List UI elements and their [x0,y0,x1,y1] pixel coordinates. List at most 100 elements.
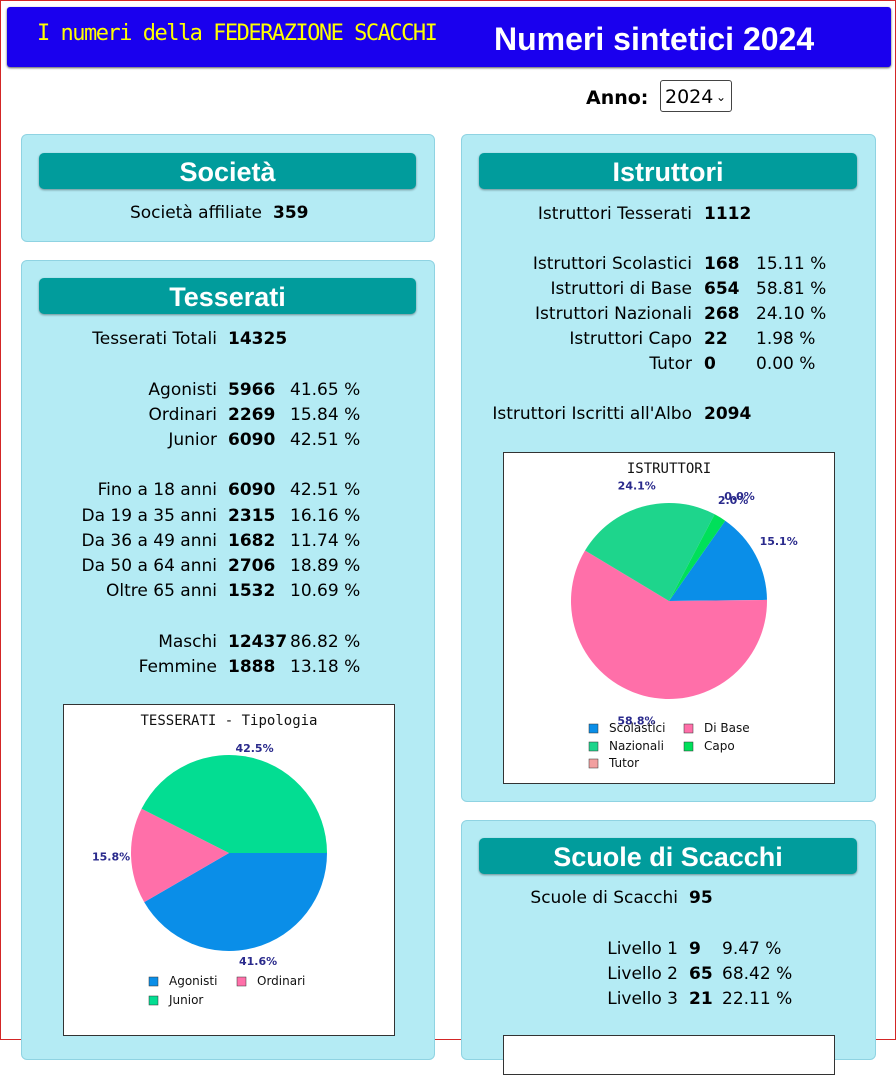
legend-label: Tutor [608,756,639,770]
stat-row: Tutor 0 0.00 % [462,353,876,375]
stat-row: Istruttori di Base 654 58.81 % [462,278,876,300]
stat-percent: 0.00 % [756,354,816,374]
stat-row: Istruttori Tesserati 1112 [462,203,876,225]
stat-label: Junior [168,430,217,450]
stat-row: Da 50 a 64 anni 2706 18.89 % [22,555,436,577]
stat-value: 5966 [228,380,276,400]
stat-label: Da 36 a 49 anni [81,531,218,551]
legend-swatch [236,976,247,987]
stat-row: Istruttori Capo 22 1.98 % [462,328,876,350]
panel-societa: Società Società affiliate 359 [21,134,435,242]
legend-label: Nazionali [609,739,664,753]
pie-slice-nazionali [585,503,715,601]
stat-label: Ordinari [148,405,218,425]
stat-row: Agonisti 5966 41.65 % [22,379,436,401]
legend-item: Junior [148,993,203,1007]
legend-swatch [588,723,599,734]
stat-value: 1888 [228,657,276,677]
legend-item: Nazionali [588,739,664,753]
stat-percent: 13.18 % [290,657,361,677]
chart-title: ISTRUTTORI [627,461,711,477]
stat-value: 65 [689,964,713,984]
pie-data-label: 42.5% [235,742,273,755]
stat-label: Istruttori Tesserati [537,204,692,224]
stat-percent: 9.47 % [722,939,782,959]
stat-percent: 24.10 % [756,304,827,324]
stat-percent: 42.51 % [290,430,361,450]
stat-row: Fino a 18 anni 6090 42.51 % [22,479,436,501]
stat-percent: 10.69 % [290,581,361,601]
stat-row: Istruttori Iscritti all'Albo 2094 [462,403,876,425]
legend-swatch [588,758,599,769]
stat-row: Da 36 a 49 anni 1682 11.74 % [22,530,436,552]
chevron-down-icon: ⌄ [715,90,726,104]
stat-value: 1682 [228,531,276,551]
stat-value: 14325 [228,329,288,349]
stat-row: Scuole di Scacchi 95 [462,887,876,909]
stat-percent: 86.82 % [290,632,361,652]
stat-percent: 1.98 % [756,329,816,349]
stat-row: Da 19 a 35 anni 2315 16.16 % [22,505,436,527]
stat-label: Istruttori Scolastici [532,254,692,274]
stat-percent: 41.65 % [290,380,361,400]
stat-row: Livello 3 21 22.11 % [462,988,876,1010]
legend-item: Ordinari [236,974,305,988]
stat-value: 12437 [228,632,288,652]
stat-label: Livello 2 [607,964,678,984]
stat-value: 21 [689,989,713,1009]
legend-item: Tutor [588,756,639,770]
stat-percent: 11.74 % [290,531,361,551]
legend-label: Di Base [704,721,750,735]
stat-label: Scuole di Scacchi [530,888,678,908]
legend-swatch [683,723,694,734]
stat-value: 6090 [228,480,276,500]
pie-chart-svg: ISTRUTTORI 15.1% 58.8% 24.1% 2.0%0.0% Scolast… [571,461,798,770]
pie-slice-ordinari [131,808,229,903]
stat-percent: 68.42 % [722,964,793,984]
legend-label: Scolastici [609,721,665,735]
panel-istruttori: Istruttori Istruttori Tesserati 1112 Istru… [461,134,876,802]
pie-slice-scolastici [669,520,767,601]
stat-row: Livello 2 65 68.42 % [462,963,876,985]
stat-value: 95 [689,888,713,908]
year-select[interactable]: 2024 ⌄ [660,80,732,112]
stat-percent: 58.81 % [756,279,827,299]
stat-row: Livello 1 9 9.47 % [462,938,876,960]
stat-row: Società affiliate 359 [22,202,436,224]
page-header: I numeri della FEDERAZIONE SCACCHI Numer… [7,7,891,67]
panel-title: Istruttori [479,153,857,189]
legend-label: Agonisti [169,974,217,988]
pie-chart-svg: TESSERATI - Tipologia 41.6% 15.8% 42.5% Agon… [92,713,327,1007]
pie-data-label: 41.6% [239,955,277,968]
legend-label: Junior [168,993,203,1007]
pie-data-label: 0.0% [724,490,755,503]
stat-value: 0 [704,354,716,374]
stat-row: Maschi 12437 86.82 % [22,631,436,653]
stat-value: 268 [704,304,740,324]
pie-data-label: 15.8% [92,850,130,863]
stat-value: 2269 [228,405,276,425]
stat-label: Femmine [138,657,217,677]
stat-label: Livello 3 [607,989,678,1009]
pie-data-label: 15.1% [760,535,798,548]
stat-value: 2315 [228,506,276,526]
legend-label: Capo [704,739,735,753]
stat-value: 9 [689,939,701,959]
stat-label: Istruttori Nazionali [535,304,692,324]
panel-title: Società [39,153,416,189]
chart-scuole [503,1035,835,1075]
stat-label: Oltre 65 anni [106,581,217,601]
stat-label: Da 50 a 64 anni [81,556,218,576]
stat-value: 359 [273,203,309,223]
pie-slice-di-base [571,550,767,699]
legend-item: Agonisti [148,974,217,988]
legend-item: Capo [683,739,735,753]
legend-item: Di Base [683,721,750,735]
stat-value: 2094 [704,404,752,424]
stat-percent: 15.11 % [756,254,827,274]
stat-percent: 15.84 % [290,405,361,425]
stat-label: Tesserati Totali [92,329,217,349]
pie-data-label: 2.0% [718,494,749,507]
stat-label: Istruttori Iscritti all'Albo [492,404,692,424]
panel-scuole: Scuole di Scacchi Scuole di Scacchi 95 Liv… [461,820,876,1075]
